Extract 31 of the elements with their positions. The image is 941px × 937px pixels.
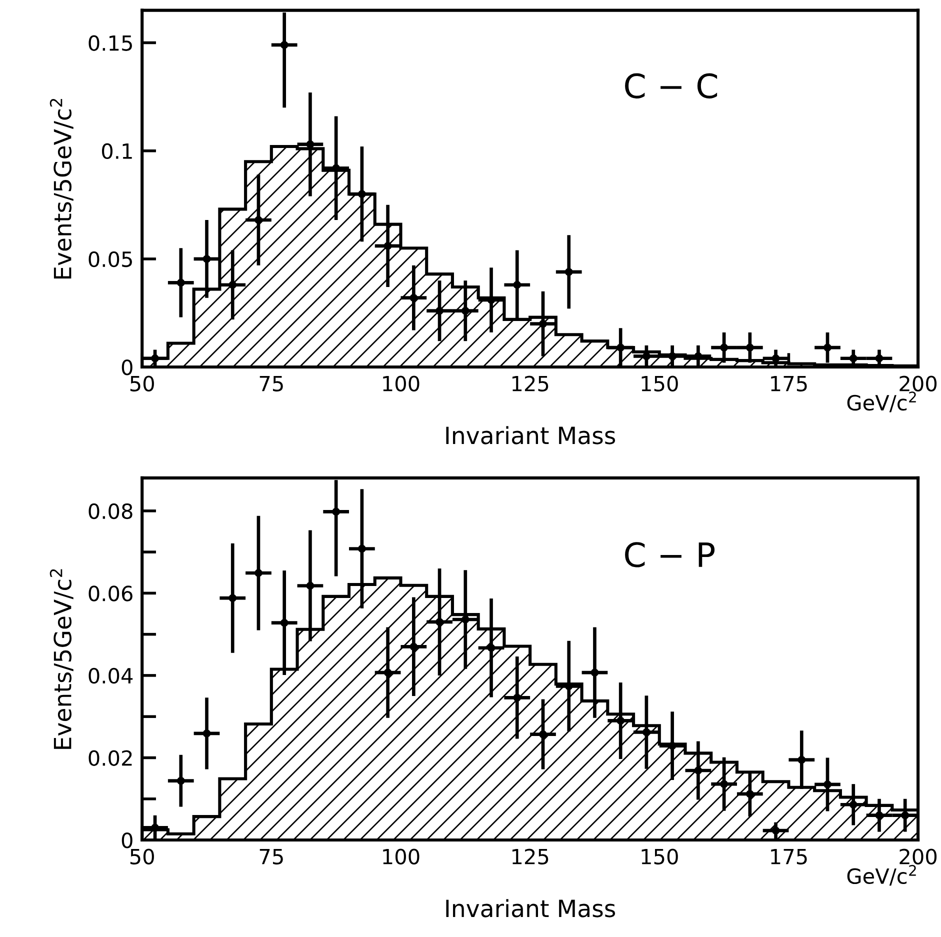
y-tick-label: 0.04: [88, 668, 133, 684]
x-axis-title: Invariant Mass: [446, 426, 616, 444]
y-tick-label: 0: [122, 832, 132, 848]
x-tick-label: 150: [642, 376, 678, 392]
y-tick-label: 0: [122, 359, 132, 376]
x-tick-label: 175: [771, 376, 807, 392]
x-tick-label: 100: [383, 848, 420, 864]
y-tick-label: 0.05: [88, 251, 132, 268]
y-tick-label: 0.1: [102, 143, 132, 160]
x-tick-label: 50: [130, 376, 154, 392]
x-tick-label: 175: [771, 848, 807, 864]
text: GeV/c$^{2}$: [847, 392, 916, 412]
y-axis-title: Events/5GeV/c$^{2}$: [50, 569, 74, 749]
text: C − C: [625, 73, 718, 98]
y-axis-title: Events/5GeV/c$^{2}$: [50, 98, 74, 279]
x-axis-title: Invariant Mass: [446, 899, 616, 918]
y-tick-label: 0.08: [88, 503, 132, 520]
text: GeV/c$^{2}$: [847, 864, 916, 886]
x-tick-label: 100: [383, 376, 420, 392]
text: C − P: [625, 542, 715, 568]
y-tick-label: 0.02: [88, 750, 132, 766]
y-tick-label: 0.15: [88, 35, 132, 51]
x-tick-label: 75: [260, 376, 283, 392]
x-tick-label: 200: [900, 376, 937, 392]
x-tick-label: 150: [642, 848, 678, 864]
x-tick-label: 125: [512, 376, 548, 392]
y-tick-label: 0.06: [88, 586, 132, 602]
x-tick-label: 75: [260, 848, 283, 864]
x-tick-label: 125: [512, 848, 548, 864]
x-tick-label: 50: [130, 848, 154, 864]
x-tick-label: 200: [900, 848, 937, 864]
